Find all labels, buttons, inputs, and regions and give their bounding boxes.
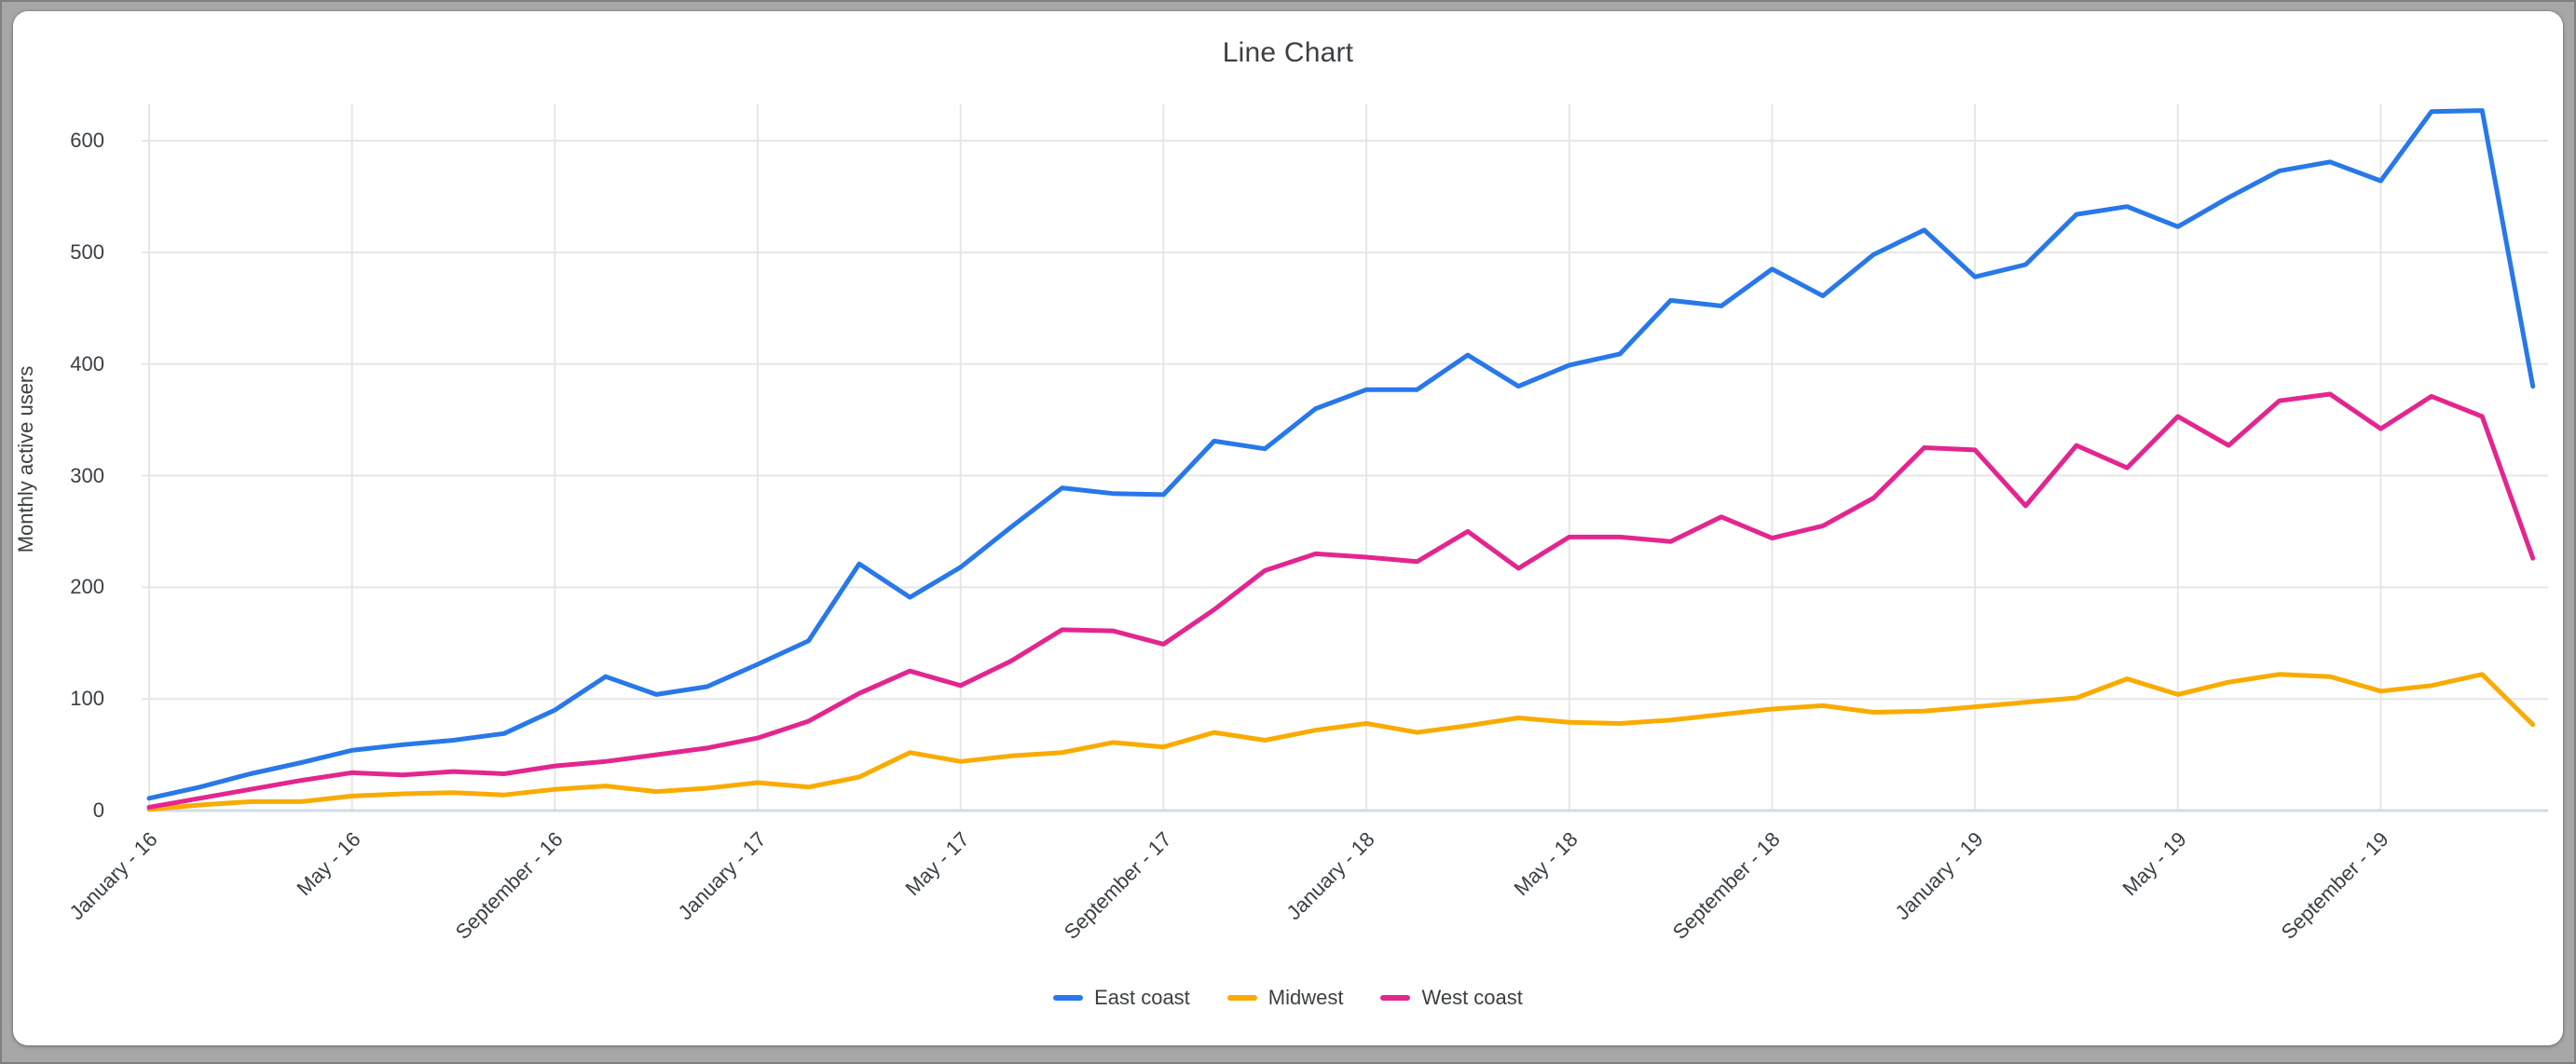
y-tick-label: 0 [92,798,104,822]
legend-line-marker-icon [1380,995,1411,1001]
legend-line-marker-icon [1053,995,1084,1001]
legend-item-midwest: Midwest [1226,986,1344,1010]
y-tick-label: 400 [70,351,104,375]
chart-title: Line Chart [1222,37,1354,68]
legend-label: East coast [1094,986,1190,1009]
series-line-east-coast [146,108,2536,801]
legend-item-west-coast: West coast [1380,986,1523,1010]
legend-line-marker-icon [1226,995,1257,1001]
y-tick-label: 200 [70,575,104,599]
legend-item-east-coast: East coast [1053,986,1190,1010]
legend: East coast Midwest West coast [13,986,2563,1010]
y-tick-label: 600 [70,129,104,152]
y-tick-label: 100 [70,687,104,711]
series-line-west-coast [146,391,2536,810]
y-tick-label: 500 [70,239,104,264]
legend-label: Midwest [1267,986,1344,1009]
legend-label: West coast [1421,986,1523,1009]
series-line-midwest [146,672,2536,812]
chart-card: Line Chart Monthly active users 0 100 200 3… [13,11,2563,1045]
line-chart-canvas [142,104,2548,812]
plot-area: 0 100 200 300 400 500 600 January - 16 May - 16 S… [13,11,2563,1045]
y-tick-label: 300 [70,463,104,487]
